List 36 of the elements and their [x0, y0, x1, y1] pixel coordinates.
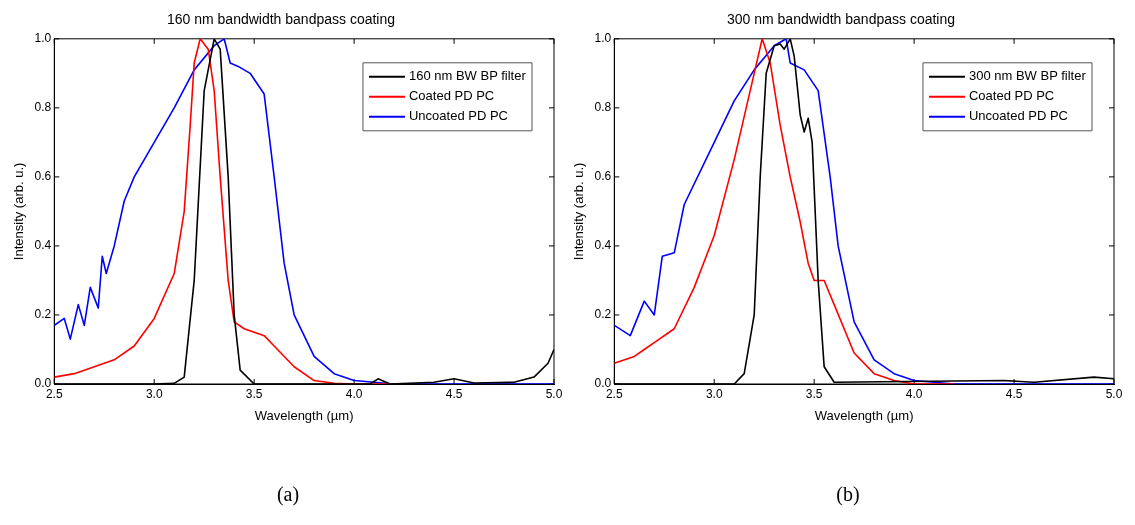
x-tick-label: 5.0 [1105, 386, 1123, 401]
y-tick-label: 1.0 [594, 31, 612, 46]
legend-label: Uncoated PD PC [968, 108, 1068, 124]
x-tick-label: 3.5 [805, 386, 823, 401]
x-tick-label: 2.5 [605, 386, 623, 401]
x-tick-label: 5.0 [545, 386, 563, 401]
y-tick-label: 0.8 [594, 100, 612, 115]
y-tick-label: 0.2 [34, 307, 52, 322]
legend-label: Coated PD PC [968, 88, 1055, 104]
legend-label: Uncoated PD PC [408, 108, 508, 124]
y-axis-title: Intensity (arb. u.) [11, 162, 27, 261]
x-tick-label: 4.0 [905, 386, 923, 401]
y-tick-label: 0.8 [34, 100, 52, 115]
x-tick-label: 2.5 [45, 386, 63, 401]
text: (a) [275, 483, 301, 506]
x-axis-title: Wavelength (µm) [814, 407, 914, 423]
chart-title: 160 nm bandwidth bandpass coating [166, 11, 396, 28]
x-tick-label: 3.5 [245, 386, 263, 401]
x-tick-label: 3.0 [145, 386, 163, 401]
y-tick-label: 0.4 [594, 238, 612, 253]
x-tick-label: 4.5 [1005, 386, 1023, 401]
x-axis-title: Wavelength (µm) [254, 407, 354, 423]
x-tick-label: 4.0 [345, 386, 363, 401]
y-tick-label: 1.0 [34, 31, 52, 46]
text: (b) [835, 483, 861, 506]
x-tick-label: 3.0 [705, 386, 723, 401]
legend-label: 300 nm BW BP filter [968, 68, 1087, 84]
legend-label: Coated PD PC [408, 88, 495, 104]
x-tick-label: 4.5 [445, 386, 463, 401]
y-axis-title: Intensity (arb. u.) [571, 162, 587, 261]
legend-label: 160 nm BW BP filter [408, 68, 527, 84]
y-tick-label: 0.4 [34, 238, 52, 253]
y-tick-label: 0.6 [34, 169, 52, 184]
chart-title: 300 nm bandwidth bandpass coating [726, 11, 956, 28]
y-tick-label: 0.6 [594, 169, 612, 184]
y-tick-label: 0.2 [594, 307, 612, 322]
